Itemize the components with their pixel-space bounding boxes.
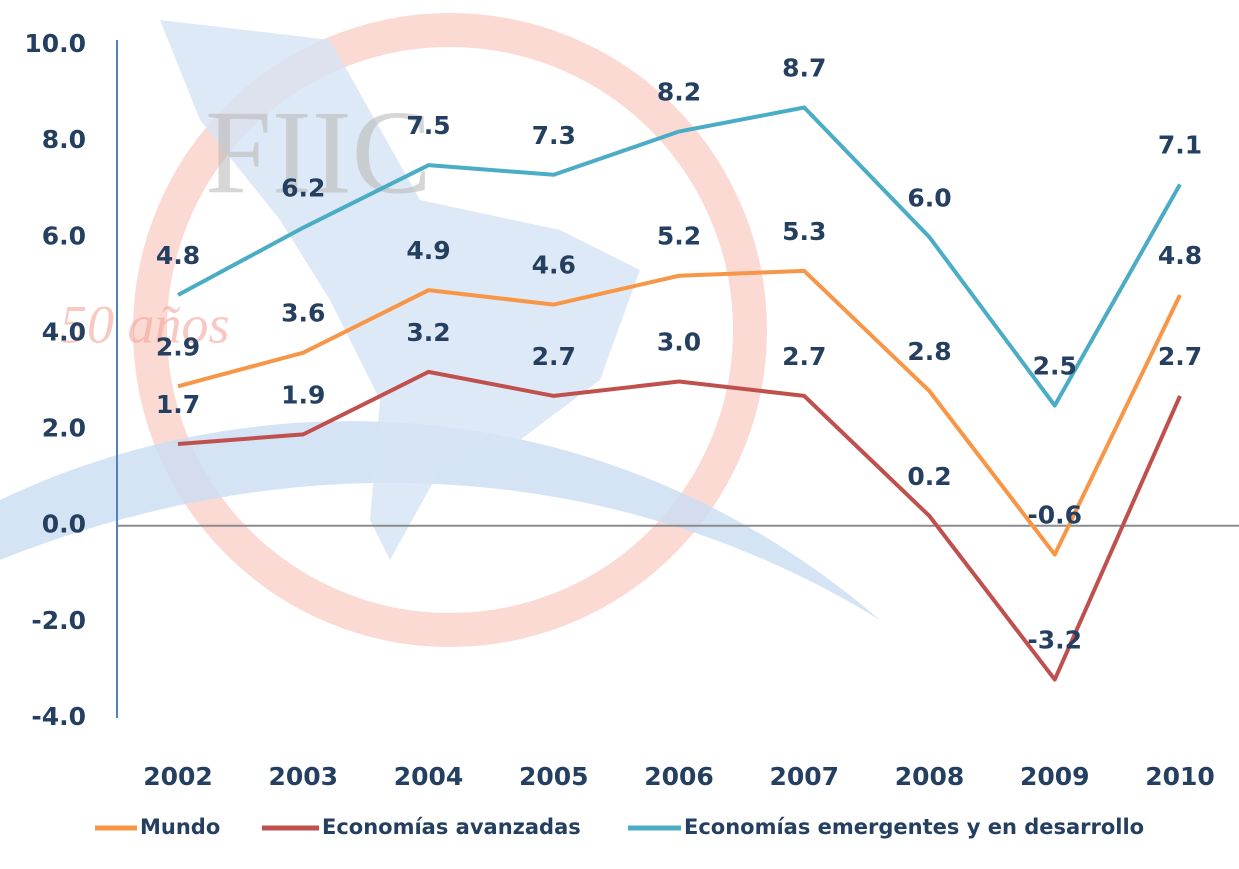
data-label: 2.7 (782, 342, 826, 371)
legend-label: Mundo (140, 815, 220, 839)
x-tick-label: 2005 (519, 762, 589, 791)
data-label: 4.6 (532, 251, 576, 280)
data-label: 2.7 (1158, 342, 1202, 371)
watermark-ring (133, 13, 767, 647)
data-label: 0.2 (907, 462, 951, 491)
data-label: 2.8 (907, 337, 951, 366)
y-tick-label: -2.0 (31, 606, 86, 635)
data-label: 7.5 (406, 111, 450, 140)
data-label: 3.2 (406, 318, 450, 347)
x-tick-label: 2008 (895, 762, 965, 791)
data-label: 7.3 (532, 121, 576, 150)
data-label: 3.6 (281, 299, 325, 328)
y-tick-label: 10.0 (24, 29, 86, 58)
data-label: 6.0 (907, 183, 951, 212)
x-tick-label: 2002 (143, 762, 213, 791)
legend-label: Economías emergentes y en desarrollo (684, 815, 1144, 839)
watermark: FIIC 50 años (0, 13, 880, 647)
y-tick-label: 8.0 (42, 125, 86, 154)
data-label: 7.1 (1158, 130, 1202, 159)
watermark-tagline: 50 años (60, 294, 230, 354)
data-label: 5.3 (782, 217, 826, 246)
y-tick-label: 0.0 (42, 510, 86, 539)
data-label: 8.2 (657, 78, 701, 107)
watermark-logo: FIIC (205, 86, 432, 219)
data-label: 8.7 (782, 53, 826, 82)
data-label: 2.9 (156, 332, 200, 361)
data-label: 4.8 (156, 241, 200, 270)
data-label: 5.2 (657, 222, 701, 251)
y-tick-label: 4.0 (42, 317, 86, 346)
y-tick-label: 2.0 (42, 414, 86, 443)
x-tick-label: 2009 (1020, 762, 1090, 791)
data-label: -3.2 (1027, 626, 1082, 655)
x-tick-label: 2010 (1145, 762, 1215, 791)
x-tick-label: 2003 (268, 762, 338, 791)
y-tick-label: -4.0 (31, 702, 86, 731)
data-label: 4.9 (406, 236, 450, 265)
data-label: 1.7 (156, 390, 200, 419)
data-label: -0.6 (1027, 501, 1082, 530)
x-tick-label: 2007 (769, 762, 839, 791)
y-tick-label: 6.0 (42, 221, 86, 250)
data-label: 4.8 (1158, 241, 1202, 270)
series-line (177, 105, 1182, 408)
data-label: 2.7 (532, 342, 576, 371)
watermark-map (160, 20, 640, 560)
data-label: 6.2 (281, 174, 325, 203)
data-label: 3.0 (657, 328, 701, 357)
series-line (177, 369, 1182, 682)
data-label: 2.5 (1033, 352, 1077, 381)
series-line (177, 268, 1182, 557)
x-tick-label: 2006 (644, 762, 714, 791)
legend-label: Economías avanzadas (322, 815, 581, 839)
x-tick-label: 2004 (394, 762, 464, 791)
watermark-swoosh (0, 421, 880, 620)
data-label: 1.9 (281, 380, 325, 409)
